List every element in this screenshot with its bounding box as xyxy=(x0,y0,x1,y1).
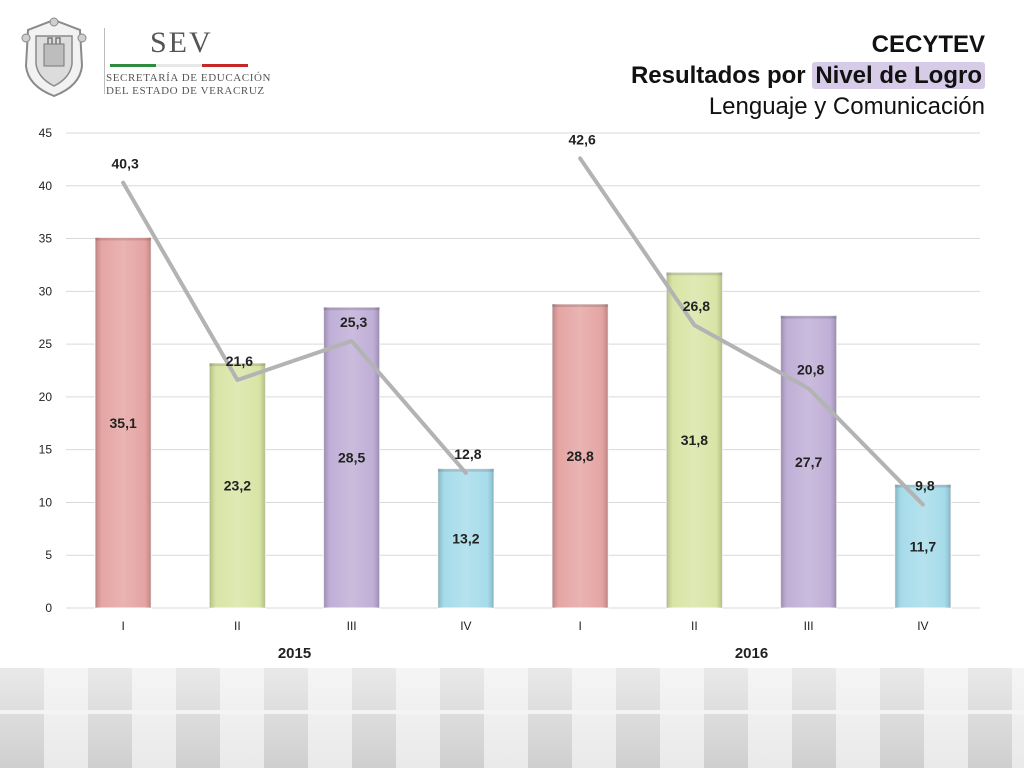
y-tick-label: 30 xyxy=(39,284,53,298)
line-value-label: 25,3 xyxy=(340,314,367,330)
line-value-label: 20,8 xyxy=(797,361,824,377)
x-category-label: III xyxy=(347,619,357,633)
title-block: CECYTEV Resultados por Nivel de Logro Le… xyxy=(631,30,985,122)
bar-shade xyxy=(437,468,494,608)
trend-line xyxy=(121,180,468,475)
logo-abbreviation: SEV xyxy=(150,26,213,59)
subtitle-prefix: Resultados por xyxy=(630,62,813,89)
x-group-label: 2015 xyxy=(278,645,311,662)
y-tick-label: 40 xyxy=(39,179,53,193)
sev-logo: SEV SECRETARÍA DE EDUCACIÓN DEL ESTADO D… xyxy=(14,12,270,104)
grid-lines xyxy=(66,132,980,609)
bar-cap xyxy=(209,363,266,367)
coat-of-arms-icon xyxy=(21,17,87,98)
bar-shade xyxy=(666,272,723,608)
subtitle-highlight: Nivel de Logro xyxy=(812,62,985,89)
line-value-label: 9,8 xyxy=(915,478,935,494)
trend-line xyxy=(578,156,925,507)
x-category-label: II xyxy=(234,619,241,633)
bar-value-label: 35,1 xyxy=(110,415,137,431)
bar-value-label: 11,7 xyxy=(910,538,937,554)
bar-shade xyxy=(780,315,837,608)
bar-cap xyxy=(894,484,951,488)
bar-shade xyxy=(209,363,266,608)
footer-decoration xyxy=(0,668,1024,768)
x-category-label: III xyxy=(804,619,814,633)
flag-stripes xyxy=(110,64,248,67)
x-category-label: I xyxy=(121,619,124,633)
x-category-label: IV xyxy=(917,619,928,633)
bar-value-label: 27,7 xyxy=(795,454,822,470)
bar-value-label: 13,2 xyxy=(452,530,479,546)
bar-cap xyxy=(95,237,152,241)
bar-shade xyxy=(323,307,380,608)
x-category-label: II xyxy=(691,619,698,633)
bar-cap xyxy=(666,272,723,276)
line-value-label: 12,8 xyxy=(454,446,481,462)
x-category-label: I xyxy=(578,619,581,633)
line-value-label: 42,6 xyxy=(569,131,596,147)
logo-line-1: SECRETARÍA DE EDUCACIÓN xyxy=(106,72,272,84)
line-value-label: 21,6 xyxy=(226,353,253,369)
bar-shade xyxy=(552,304,609,608)
bar-cap xyxy=(780,315,837,319)
page-subtitle-2: Lenguaje y Comunicación xyxy=(708,93,985,120)
page-subtitle: Resultados por Nivel de Logro xyxy=(631,60,985,92)
y-tick-label: 45 xyxy=(39,126,53,140)
bars xyxy=(94,237,952,609)
bar-value-label: 31,8 xyxy=(681,432,708,448)
logo-divider xyxy=(104,28,105,94)
bar-cap xyxy=(323,307,380,311)
page-title: CECYTEV xyxy=(871,31,985,58)
y-tick-label: 35 xyxy=(39,232,53,246)
y-tick-label: 5 xyxy=(45,548,52,562)
y-tick-label: 20 xyxy=(39,390,53,404)
bar-value-label: 28,8 xyxy=(567,448,594,464)
y-tick-label: 0 xyxy=(45,601,52,615)
line-value-label: 26,8 xyxy=(683,298,710,314)
y-tick-label: 10 xyxy=(39,495,53,509)
x-group-label: 2016 xyxy=(735,645,768,662)
line-value-label: 40,3 xyxy=(112,156,139,172)
trend-lines xyxy=(121,156,925,507)
bar-shade xyxy=(95,237,152,608)
y-tick-label: 25 xyxy=(39,337,53,351)
x-category-label: IV xyxy=(460,619,471,633)
logo-line-2: DEL ESTADO DE VERACRUZ xyxy=(106,85,265,97)
y-tick-label: 15 xyxy=(39,443,53,457)
bar-cap xyxy=(552,304,609,307)
data-labels: 35,1 23,2 28,5 13,2 40,3 21,6 25,3 12,8 28,8 31,8… xyxy=(110,131,937,554)
bar-value-label: 23,2 xyxy=(224,478,251,494)
bar-value-label: 28,5 xyxy=(338,450,365,466)
